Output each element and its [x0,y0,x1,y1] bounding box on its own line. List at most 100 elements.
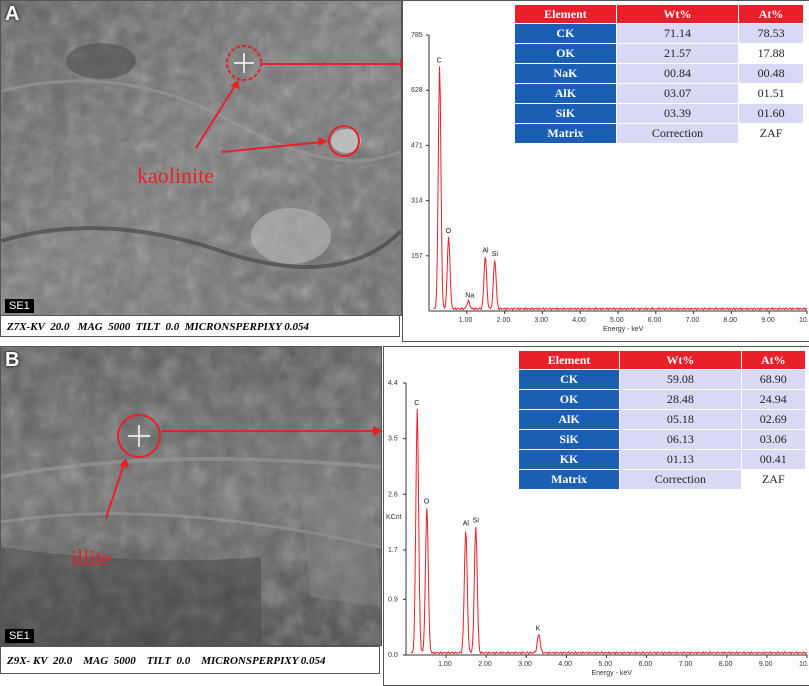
y-tick-label: 1.7 [388,547,398,554]
at-cell: 78.53 [739,24,803,43]
element-cell: Matrix [515,124,616,143]
peak-label: Si [492,251,499,258]
element-cell: CK [515,24,616,43]
peak-label: Al [463,520,470,527]
wt-cell: Correction [620,470,741,489]
table-row: CK 71.14 78.53 [515,24,803,43]
at-cell: 01.51 [739,84,803,103]
wt-cell: 59.08 [620,370,741,389]
detector-badge: SE1 [5,629,34,643]
column-header: At% [739,5,803,23]
x-tick-label: 7.00 [686,317,700,324]
y-tick-label: 628 [411,87,423,94]
x-tick-label: 5.00 [599,661,613,668]
wt-cell: 06.13 [620,430,741,449]
mineral-label: kaolinite [137,163,214,188]
spectrum-chart: 157 314 471 628 785 1.00 2.00 3.00 4.00 5.00 6.00 7… [411,32,809,333]
column-header: At% [741,351,805,369]
element-cell: NaK [515,64,616,83]
wt-cell: 03.39 [616,104,739,123]
wt-cell: 71.14 [616,24,739,43]
at-cell: 01.60 [739,104,803,123]
table-row: OK 28.48 24.94 [519,390,805,409]
peak-label: K [536,625,541,632]
table-row: NaK 00.84 00.48 [515,64,803,83]
x-tick-label: 4.00 [558,661,572,668]
y-tick-label: 0.0 [388,652,398,659]
table-row: KK 01.13 00.41 [519,450,805,469]
element-cell: KK [519,450,620,469]
wt-cell: 03.07 [616,84,739,103]
at-cell: ZAF [739,124,803,143]
at-cell: 68.90 [741,370,805,389]
sem-micrograph [1,1,401,315]
at-cell: 03.06 [741,430,805,449]
detector-badge: SE1 [5,299,34,313]
peak-label: O [424,499,430,506]
x-tick-label: 4.00 [572,317,586,324]
y-axis-label: KCnt [386,514,402,521]
peak-label: Na [465,292,474,299]
x-tick-label: 1.00 [459,317,473,324]
x-tick-label: 6.00 [639,661,653,668]
sem-caption: Z7X-KV 20.0 MAG 5000 TILT 0.0 MICRONSPER… [0,315,400,337]
panel-label: A [5,3,20,25]
element-cell: SiK [519,430,620,449]
table-row: CK 59.08 68.90 [519,370,805,389]
x-tick-label: 8.00 [723,317,737,324]
panel-label: B [5,349,20,371]
mineral-label: illite [71,545,112,570]
at-cell: 17.88 [739,44,803,63]
x-tick-label: 10.0 [799,317,809,324]
table-row: OK 21.57 17.88 [515,44,803,63]
table-row: SiK 06.13 03.06 [519,430,805,449]
at-cell: 00.48 [739,64,803,83]
y-tick-label: 157 [411,253,423,260]
x-tick-label: 2.00 [478,661,492,668]
y-tick-label: 0.9 [388,596,398,603]
element-cell: CK [519,370,620,389]
x-tick-label: 9.00 [761,317,775,324]
spectrum-line [410,408,808,655]
x-tick-label: 10.0 [799,661,809,668]
x-tick-label: 8.00 [719,661,733,668]
sem-image-illite: B SE1 illite [0,346,382,646]
at-cell: ZAF [741,470,805,489]
at-cell: 24.94 [741,390,805,409]
y-tick-label: 471 [411,142,423,149]
table-row: AlK 05.18 02.69 [519,410,805,429]
wt-cell: Correction [616,124,739,143]
y-tick-label: 2.6 [388,491,398,498]
x-tick-label: 1.00 [438,661,452,668]
x-tick-label: 6.00 [648,317,662,324]
sem-image-kaolinite: A SE1 kaolinite [0,0,402,316]
element-cell: OK [515,44,616,63]
column-header: Wt% [616,5,739,23]
spectrum-chart: 0.0 0.9 1.7 2.6 3.5 4.4 1.00 2.00 3.00 4.00 5.00 6.… [386,380,809,677]
peak-label: O [446,228,452,235]
sem-micrograph [1,347,381,645]
panel-b: B SE1 illite Z9X- KV 20.0 MAG 5000 TILT … [0,346,809,686]
x-tick-label: 9.00 [759,661,773,668]
element-cell: SiK [515,104,616,123]
element-cell: OK [519,390,620,409]
composition-table: Element Wt% At% CK 71.14 78.53 OK 21.57 17.8… [514,4,804,144]
wt-cell: 28.48 [620,390,741,409]
wt-cell: 05.18 [620,410,741,429]
peak-label: C [437,57,442,64]
panel-a: A SE1 kaolinite Z7X-KV 20.0 MAG 5000 TIL… [0,0,809,342]
column-header: Element [515,5,616,23]
x-tick-label: 2.00 [497,317,511,324]
sem-caption: Z9X- KV 20.0 MAG 5000 TILT 0.0 MICRONSPE… [0,646,380,674]
wt-cell: 21.57 [616,44,739,63]
composition-table: Element Wt% At% CK 59.08 68.90 OK 28.48 24.9… [518,350,806,490]
wt-cell: 00.84 [616,64,739,83]
element-cell: Matrix [519,470,620,489]
table-row: AlK 03.07 01.51 [515,84,803,103]
x-tick-label: 5.00 [610,317,624,324]
column-header: Wt% [620,351,741,369]
y-tick-label: 3.5 [388,436,398,443]
table-row: Matrix Correction ZAF [515,124,803,143]
at-cell: 02.69 [741,410,805,429]
x-tick-label: 3.00 [534,317,548,324]
